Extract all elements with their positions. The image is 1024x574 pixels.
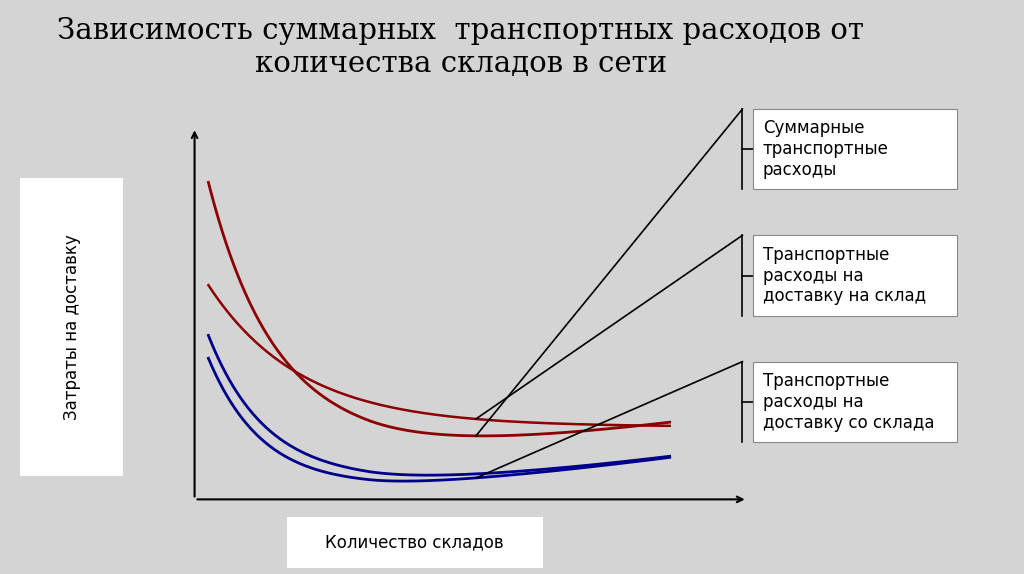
Text: Затраты на доставку: Затраты на доставку (62, 234, 81, 420)
Text: Транспортные
расходы на
доставку со склада: Транспортные расходы на доставку со скла… (763, 372, 934, 432)
Text: Транспортные
расходы на
доставку на склад: Транспортные расходы на доставку на скла… (763, 246, 926, 305)
Text: Суммарные
транспортные
расходы: Суммарные транспортные расходы (763, 119, 889, 179)
Text: Количество складов: Количество складов (326, 533, 504, 552)
Text: Зависимость суммарных  транспортных расходов от
количества складов в сети: Зависимость суммарных транспортных расхо… (57, 17, 864, 77)
